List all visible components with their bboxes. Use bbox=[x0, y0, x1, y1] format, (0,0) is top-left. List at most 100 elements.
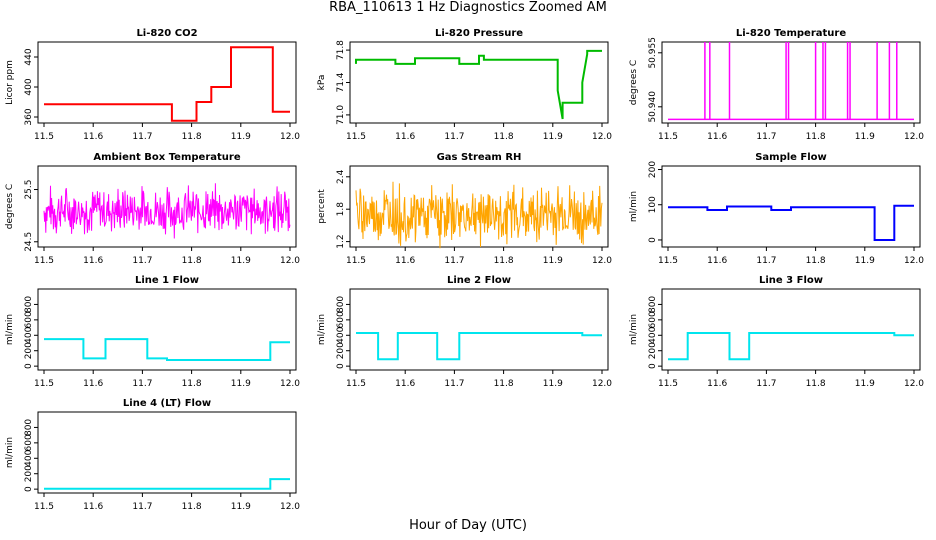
x-tick-label: 11.8 bbox=[182, 502, 202, 512]
x-tick-label: 11.8 bbox=[182, 256, 202, 266]
x-tick-label: 11.9 bbox=[231, 379, 251, 389]
y-axis-label: ml/min bbox=[629, 191, 639, 222]
x-tick-label: 11.6 bbox=[83, 379, 103, 389]
x-tick-label: 11.5 bbox=[34, 256, 54, 266]
x-tick-label: 11.5 bbox=[346, 379, 366, 389]
y-axis-label: ml/min bbox=[5, 437, 15, 468]
chart-panel-10: Line 4 (LT) Flow 11.5 11.6 11.7 11.8 11.9 12.0… bbox=[5, 398, 300, 512]
x-tick-label: 11.8 bbox=[494, 256, 514, 266]
y-tick-label: 440 bbox=[24, 48, 34, 65]
x-tick-label: 11.5 bbox=[34, 379, 54, 389]
x-tick-label: 11.6 bbox=[707, 256, 727, 266]
x-tick-label: 11.7 bbox=[756, 379, 776, 389]
y-tick-label: 600 bbox=[336, 311, 346, 328]
x-tick-label: 11.6 bbox=[395, 379, 415, 389]
x-tick-label: 11.7 bbox=[444, 132, 464, 142]
chart-panel-1: Li-820 CO2 11.5 11.6 11.7 11.8 11.9 12.0 360 400… bbox=[5, 28, 300, 142]
y-tick-label: 71.4 bbox=[336, 72, 346, 92]
page-title: RBA_110613 1 Hz Diagnostics Zoomed AM bbox=[329, 0, 607, 15]
y-tick-label: 600 bbox=[24, 434, 34, 451]
chart-title: Line 3 Flow bbox=[759, 275, 823, 286]
chart-panel-6: Sample Flow 11.5 11.6 11.7 11.8 11.9 12.0 0 100 2… bbox=[629, 152, 924, 266]
series-line bbox=[355, 49, 602, 120]
plot-frame bbox=[661, 288, 921, 371]
y-tick-label: 200 bbox=[648, 342, 658, 359]
y-tick-label: 400 bbox=[24, 326, 34, 343]
x-tick-label: 11.7 bbox=[444, 379, 464, 389]
chart-panel-2: Li-820 Pressure 11.5 11.6 11.7 11.8 11.9 12.0 7… bbox=[317, 28, 612, 142]
y-tick-label: 0 bbox=[24, 363, 34, 369]
x-tick-label: 11.8 bbox=[494, 379, 514, 389]
x-tick-label: 11.6 bbox=[83, 132, 103, 142]
x-tick-label: 11.7 bbox=[756, 256, 776, 266]
chart-title: Li-820 Temperature bbox=[736, 28, 846, 39]
x-tick-label: 12.0 bbox=[592, 379, 612, 389]
x-tick-label: 11.8 bbox=[494, 132, 514, 142]
y-axis-label: Licor ppm bbox=[5, 60, 15, 105]
x-tick-label: 11.7 bbox=[132, 379, 152, 389]
x-tick-label: 11.6 bbox=[83, 256, 103, 266]
x-tick-label: 12.0 bbox=[904, 379, 924, 389]
series-line bbox=[44, 338, 290, 361]
y-axis-label: degrees C bbox=[5, 184, 15, 229]
y-tick-label: 400 bbox=[24, 78, 34, 95]
chart-title: Line 2 Flow bbox=[447, 275, 511, 286]
x-tick-label: 11.5 bbox=[658, 379, 678, 389]
x-tick-label: 11.6 bbox=[707, 132, 727, 142]
chart-title: Sample Flow bbox=[755, 152, 827, 163]
y-tick-label: 600 bbox=[24, 311, 34, 328]
x-tick-label: 11.6 bbox=[83, 502, 103, 512]
y-tick-label: 0 bbox=[336, 363, 346, 369]
chart-panel-8: Line 2 Flow 11.5 11.6 11.7 11.8 11.9 12.0 0 2004… bbox=[317, 275, 612, 389]
x-tick-label: 11.7 bbox=[132, 132, 152, 142]
x-tick-label: 11.6 bbox=[395, 256, 415, 266]
x-tick-label: 12.0 bbox=[280, 256, 300, 266]
x-tick-label: 11.9 bbox=[231, 502, 251, 512]
x-tick-label: 11.8 bbox=[182, 379, 202, 389]
y-axis-label: ml/min bbox=[629, 314, 639, 345]
y-tick-label: 0 bbox=[648, 363, 658, 369]
series-line bbox=[43, 183, 291, 239]
x-tick-label: 11.7 bbox=[756, 132, 776, 142]
y-tick-label: 71.8 bbox=[336, 40, 346, 60]
y-tick-label: 600 bbox=[648, 311, 658, 328]
y-axis-label: degrees C bbox=[629, 60, 639, 105]
series-line bbox=[356, 332, 602, 361]
x-tick-label: 11.8 bbox=[806, 132, 826, 142]
plot-frame bbox=[37, 41, 297, 124]
x-tick-label: 12.0 bbox=[280, 379, 300, 389]
y-axis-label: percent bbox=[317, 189, 327, 224]
y-tick-label: 800 bbox=[24, 296, 34, 313]
x-tick-label: 11.5 bbox=[346, 132, 366, 142]
x-tick-label: 11.8 bbox=[806, 256, 826, 266]
plot-frame bbox=[37, 165, 297, 248]
chart-panel-9: Line 3 Flow 11.5 11.6 11.7 11.8 11.9 12.0 0 2004… bbox=[629, 275, 924, 389]
y-tick-label: 2.4 bbox=[336, 169, 346, 184]
series-line bbox=[668, 332, 914, 361]
chart-title: Li-820 CO2 bbox=[136, 28, 197, 39]
x-tick-label: 11.9 bbox=[855, 132, 875, 142]
plot-frame bbox=[349, 41, 609, 124]
y-tick-label: 24.5 bbox=[24, 232, 34, 252]
y-tick-label: 360 bbox=[24, 108, 34, 125]
chart-panel-7: Line 1 Flow 11.5 11.6 11.7 11.8 11.9 12.0 0 2004… bbox=[5, 275, 300, 389]
x-tick-label: 11.7 bbox=[132, 502, 152, 512]
plot-frame bbox=[37, 288, 297, 371]
y-tick-label: 0 bbox=[24, 486, 34, 492]
x-tick-label: 12.0 bbox=[280, 132, 300, 142]
series-line bbox=[44, 478, 290, 490]
plot-frame bbox=[349, 288, 609, 371]
x-axis-caption: Hour of Day (UTC) bbox=[409, 518, 527, 533]
x-tick-label: 12.0 bbox=[592, 256, 612, 266]
y-axis-label: ml/min bbox=[317, 314, 327, 345]
y-axis-label: ml/min bbox=[5, 314, 15, 345]
y-tick-label: 200 bbox=[24, 342, 34, 359]
y-tick-label: 200 bbox=[24, 465, 34, 482]
x-tick-label: 11.9 bbox=[231, 256, 251, 266]
chart-panel-5: Gas Stream RH 11.5 11.6 11.7 11.8 11.9 12.0 1.2… bbox=[317, 152, 612, 266]
x-tick-label: 11.9 bbox=[855, 256, 875, 266]
series-line bbox=[355, 181, 603, 249]
y-tick-label: 100 bbox=[648, 196, 658, 213]
y-tick-label: 1.2 bbox=[336, 234, 346, 248]
